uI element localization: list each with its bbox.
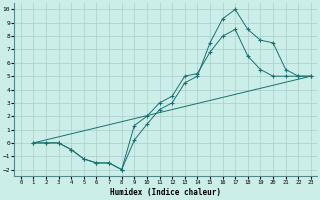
X-axis label: Humidex (Indice chaleur): Humidex (Indice chaleur): [110, 188, 221, 197]
